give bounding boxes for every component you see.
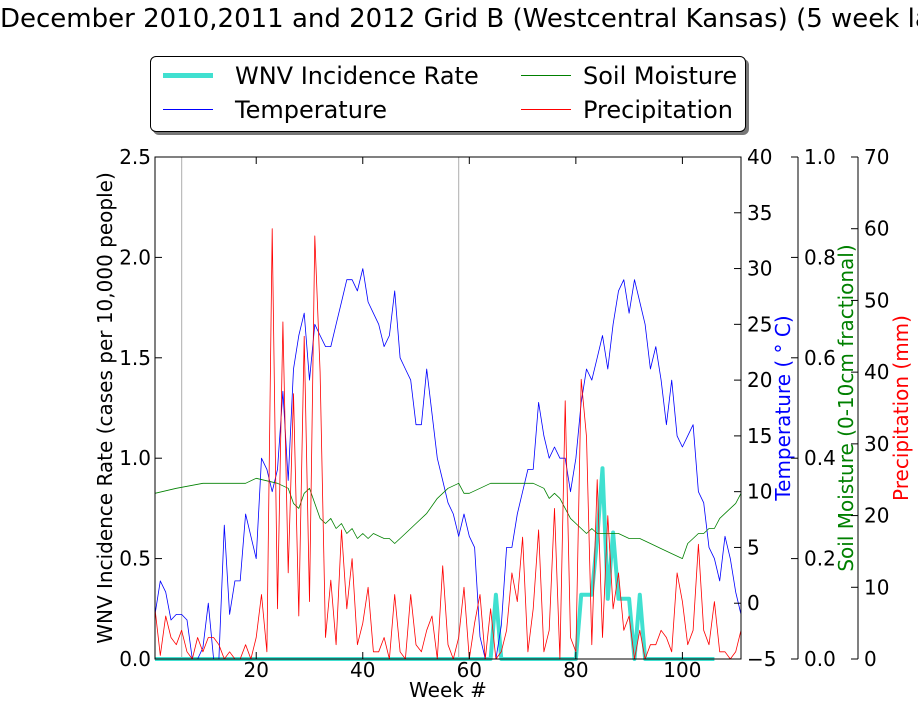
x-tick-label: 60 — [457, 658, 482, 682]
temperature-tick-label: 25 — [747, 312, 772, 336]
soil-tick-label: 0.0 — [804, 647, 836, 671]
temperature-tick-label: 35 — [747, 201, 772, 225]
soil-axis-label: Soil Moisture (0-10cm fractional) — [834, 244, 858, 571]
precip-tick-label: 70 — [864, 145, 889, 169]
legend-swatch-temperature — [163, 109, 213, 110]
wnv-axis-label: WNV Incidence Rate (cases per 10,000 peo… — [93, 172, 117, 644]
precip-tick-label: 10 — [864, 575, 889, 599]
soil-tick-label: 0.4 — [804, 446, 836, 470]
legend-swatch-soil — [521, 75, 571, 76]
wnv-tick-label: 1.0 — [119, 446, 151, 470]
temperature-tick-label: 15 — [747, 424, 772, 448]
precip-tick-label: 50 — [864, 288, 889, 312]
x-tick-label: 20 — [243, 658, 268, 682]
wnv-tick-label: 2.0 — [119, 245, 151, 269]
x-tick-label: 100 — [663, 658, 701, 682]
series-precipitation — [154, 228, 742, 660]
series-lines — [154, 228, 742, 661]
precip-tick-label: 0 — [864, 647, 877, 671]
wnv-tick-label: 0.0 — [119, 647, 151, 671]
precip-tick-label: 30 — [864, 432, 889, 456]
legend-label-wnv: WNV Incidence Rate — [235, 62, 479, 90]
temperature-tick-label: −5 — [747, 647, 776, 671]
soil-tick-label: 0.2 — [804, 547, 836, 571]
series-temperature — [154, 268, 742, 660]
legend-label-precipitation: Precipitation — [583, 96, 734, 124]
chart-title: December 2010,2011 and 2012 Grid B (West… — [0, 4, 918, 34]
soil-tick-label: 1.0 — [804, 145, 836, 169]
legend-swatch-precipitation — [521, 109, 571, 110]
legend-label-temperature: Temperature — [235, 96, 388, 124]
temperature-axis-label: Temperature ( ° C) — [771, 315, 795, 501]
precip-tick-label: 60 — [864, 217, 889, 241]
wnv-tick-label: 2.5 — [119, 145, 151, 169]
x-axis-label: Week # — [409, 678, 487, 702]
plot-frame — [154, 156, 742, 660]
temperature-tick-label: 40 — [747, 145, 772, 169]
series-soil-moisture — [154, 477, 742, 559]
chart-legend: WNV Incidence Rate Soil Moisture Tempera… — [150, 56, 746, 132]
wnv-tick-label: 1.5 — [119, 346, 151, 370]
x-tick-label: 80 — [563, 658, 588, 682]
temperature-tick-label: 30 — [747, 257, 772, 281]
legend-label-soil: Soil Moisture — [583, 62, 738, 90]
temperature-tick-label: 20 — [747, 368, 772, 392]
legend-swatch-wnv — [163, 73, 213, 78]
soil-tick-label: 0.6 — [804, 346, 836, 370]
series-wnv-incidence-rate — [155, 466, 715, 661]
temperature-tick-label: 10 — [747, 480, 772, 504]
vertical-guides — [181, 157, 460, 659]
precip-tick-label: 40 — [864, 360, 889, 384]
x-tick-label: 40 — [350, 658, 375, 682]
soil-tick-label: 0.8 — [804, 245, 836, 269]
wnv-tick-label: 0.5 — [119, 547, 151, 571]
temperature-tick-label: 5 — [747, 535, 760, 559]
precip-tick-label: 20 — [864, 504, 889, 528]
temperature-tick-label: 0 — [747, 591, 760, 615]
precip-axis-label: Precipitation (mm) — [889, 315, 913, 501]
